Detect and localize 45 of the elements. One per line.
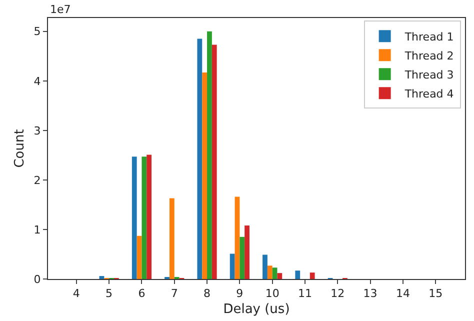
bar [272, 268, 278, 279]
x-tick-label: 15 [428, 287, 443, 300]
text: 1e7 [50, 3, 71, 16]
x-tick-label: 14 [396, 287, 410, 300]
y-tick-label: 4 [34, 74, 41, 88]
bar [99, 276, 104, 279]
y-tick-label: 2 [34, 174, 41, 187]
legend-label: Thread 2 [404, 49, 454, 62]
y-axis-title: Count [12, 129, 28, 168]
bar [244, 226, 250, 279]
x-tick-label: 8 [204, 287, 211, 300]
bar [169, 198, 174, 279]
bar [234, 196, 240, 279]
x-tick-label: 12 [330, 287, 345, 300]
legend-label: Thread 4 [404, 87, 454, 100]
bar [277, 273, 282, 279]
y-tick-label: 0 [34, 272, 41, 286]
x-tick-label: 9 [236, 287, 244, 300]
y-tick-label: 3 [34, 124, 41, 138]
bar [262, 254, 268, 279]
x-tick-label: 4 [72, 287, 80, 300]
bar [202, 72, 208, 279]
x-tick-label: 11 [298, 287, 312, 300]
legend-label: Thread 1 [404, 30, 454, 44]
x-tick-label: 6 [138, 287, 146, 300]
bar [310, 272, 315, 279]
bar [295, 270, 300, 279]
x-tick-label: 7 [170, 287, 178, 300]
y-tick-label: 5 [34, 25, 41, 38]
legend-label: Thread 3 [404, 68, 454, 82]
bar [142, 156, 147, 279]
bar [136, 236, 142, 279]
x-tick-label: 10 [265, 287, 280, 300]
bar [197, 38, 202, 279]
y-tick-label: 1 [34, 223, 41, 236]
bar [207, 31, 212, 279]
x-tick-label: 5 [106, 287, 113, 300]
bar [132, 156, 137, 279]
bar [240, 236, 245, 279]
bar [230, 254, 235, 279]
bar [146, 154, 152, 279]
x-tick-label: 13 [363, 287, 378, 300]
x-axis-title: Delay (us) [223, 302, 290, 317]
bar [267, 266, 272, 279]
bar [212, 44, 217, 279]
